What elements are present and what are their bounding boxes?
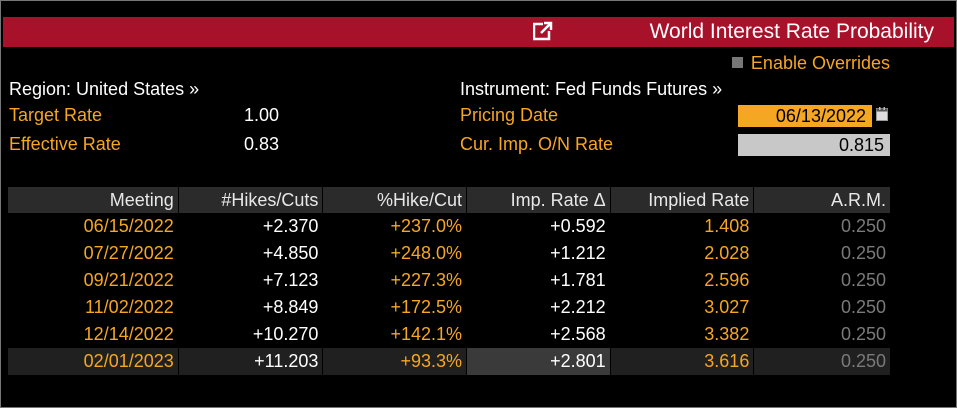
- header-pct-hike-cut[interactable]: %Hike/Cut: [322, 187, 468, 213]
- cell-hikes-cuts: +7.123: [178, 267, 324, 294]
- cell-imp-rate-delta: +2.801: [466, 348, 611, 375]
- cell-hikes-cuts: +2.370: [178, 213, 324, 240]
- pricing-date-label: Pricing Date: [460, 105, 559, 125]
- cell-implied-rate: 3.382: [610, 321, 755, 348]
- cell-pct-hike-cut: +93.3%: [322, 348, 468, 375]
- cell-hikes-cuts: +8.849: [178, 294, 324, 321]
- enable-overrides-checkbox[interactable]: Enable Overrides: [731, 53, 890, 74]
- cell-meeting: 06/15/2022: [8, 213, 179, 240]
- cell-arm: 0.250: [753, 321, 891, 348]
- cell-imp-rate-delta: +2.568: [466, 321, 611, 348]
- cell-hikes-cuts: +11.203: [178, 348, 324, 375]
- cell-meeting: 02/01/2023: [8, 348, 179, 375]
- region-selector[interactable]: Region: United States »: [9, 79, 200, 99]
- title-bar: World Interest Rate Probability: [3, 17, 954, 47]
- cell-imp-rate-delta: +2.212: [466, 294, 611, 321]
- cell-implied-rate: 2.028: [610, 240, 755, 267]
- cur-imp-rate-label: Cur. Imp. O/N Rate: [460, 134, 614, 154]
- cell-pct-hike-cut: +248.0%: [322, 240, 468, 267]
- cell-arm: 0.250: [753, 294, 891, 321]
- header-hikes-cuts[interactable]: #Hikes/Cuts: [178, 187, 324, 213]
- effective-rate-value: 0.83: [243, 134, 279, 154]
- cell-hikes-cuts: +10.270: [178, 321, 324, 348]
- cell-implied-rate: 3.616: [610, 348, 755, 375]
- header-implied-rate[interactable]: Implied Rate: [610, 187, 755, 213]
- table-header-row: Meeting #Hikes/Cuts %Hike/Cut Imp. Rate …: [8, 187, 891, 213]
- cell-pct-hike-cut: +227.3%: [322, 267, 468, 294]
- table-row[interactable]: 09/21/2022 +7.123 +227.3% +1.781 2.596 0…: [8, 267, 891, 294]
- table-row[interactable]: 12/14/2022 +10.270 +142.1% +2.568 3.382 …: [8, 321, 891, 348]
- cell-arm: 0.250: [753, 267, 891, 294]
- cell-meeting: 11/02/2022: [8, 294, 179, 321]
- calendar-icon[interactable]: [876, 107, 888, 121]
- table-row-selected[interactable]: 02/01/2023 +11.203 +93.3% +2.801 3.616 0…: [8, 348, 891, 375]
- cell-pct-hike-cut: +172.5%: [322, 294, 468, 321]
- cell-meeting: 12/14/2022: [8, 321, 179, 348]
- effective-rate-label: Effective Rate: [9, 134, 121, 154]
- table-row[interactable]: 11/02/2022 +8.849 +172.5% +2.212 3.027 0…: [8, 294, 891, 321]
- cell-imp-rate-delta: +0.592: [466, 213, 611, 240]
- cell-pct-hike-cut: +142.1%: [322, 321, 468, 348]
- cur-imp-rate-input[interactable]: 0.815: [738, 134, 890, 156]
- target-rate-value: 1.00: [243, 105, 279, 125]
- table-row[interactable]: 07/27/2022 +4.850 +248.0% +1.212 2.028 0…: [8, 240, 891, 267]
- cell-arm: 0.250: [753, 240, 891, 267]
- cell-meeting: 07/27/2022: [8, 240, 179, 267]
- cell-imp-rate-delta: +1.781: [466, 267, 611, 294]
- header-arm[interactable]: A.R.M.: [753, 187, 891, 213]
- header-meeting[interactable]: Meeting: [8, 187, 179, 213]
- cell-pct-hike-cut: +237.0%: [322, 213, 468, 240]
- rate-probability-table: Meeting #Hikes/Cuts %Hike/Cut Imp. Rate …: [8, 187, 891, 375]
- cell-implied-rate: 3.027: [610, 294, 755, 321]
- enable-overrides-label: Enable Overrides: [750, 53, 890, 73]
- launch-icon[interactable]: [533, 21, 553, 41]
- table-row[interactable]: 06/15/2022 +2.370 +237.0% +0.592 1.408 0…: [8, 213, 891, 240]
- cell-meeting: 09/21/2022: [8, 267, 179, 294]
- pricing-date-input[interactable]: 06/13/2022: [738, 105, 872, 127]
- cell-implied-rate: 2.596: [610, 267, 755, 294]
- cell-arm: 0.250: [753, 348, 891, 375]
- cell-hikes-cuts: +4.850: [178, 240, 324, 267]
- header-imp-rate-delta[interactable]: Imp. Rate Δ: [466, 187, 611, 213]
- cell-implied-rate: 1.408: [610, 213, 755, 240]
- instrument-selector[interactable]: Instrument: Fed Funds Futures »: [460, 79, 723, 99]
- checkbox-icon[interactable]: [731, 57, 743, 68]
- window-title: World Interest Rate Probability: [649, 20, 934, 43]
- target-rate-label: Target Rate: [9, 105, 103, 125]
- cell-imp-rate-delta: +1.212: [466, 240, 611, 267]
- cell-arm: 0.250: [753, 213, 891, 240]
